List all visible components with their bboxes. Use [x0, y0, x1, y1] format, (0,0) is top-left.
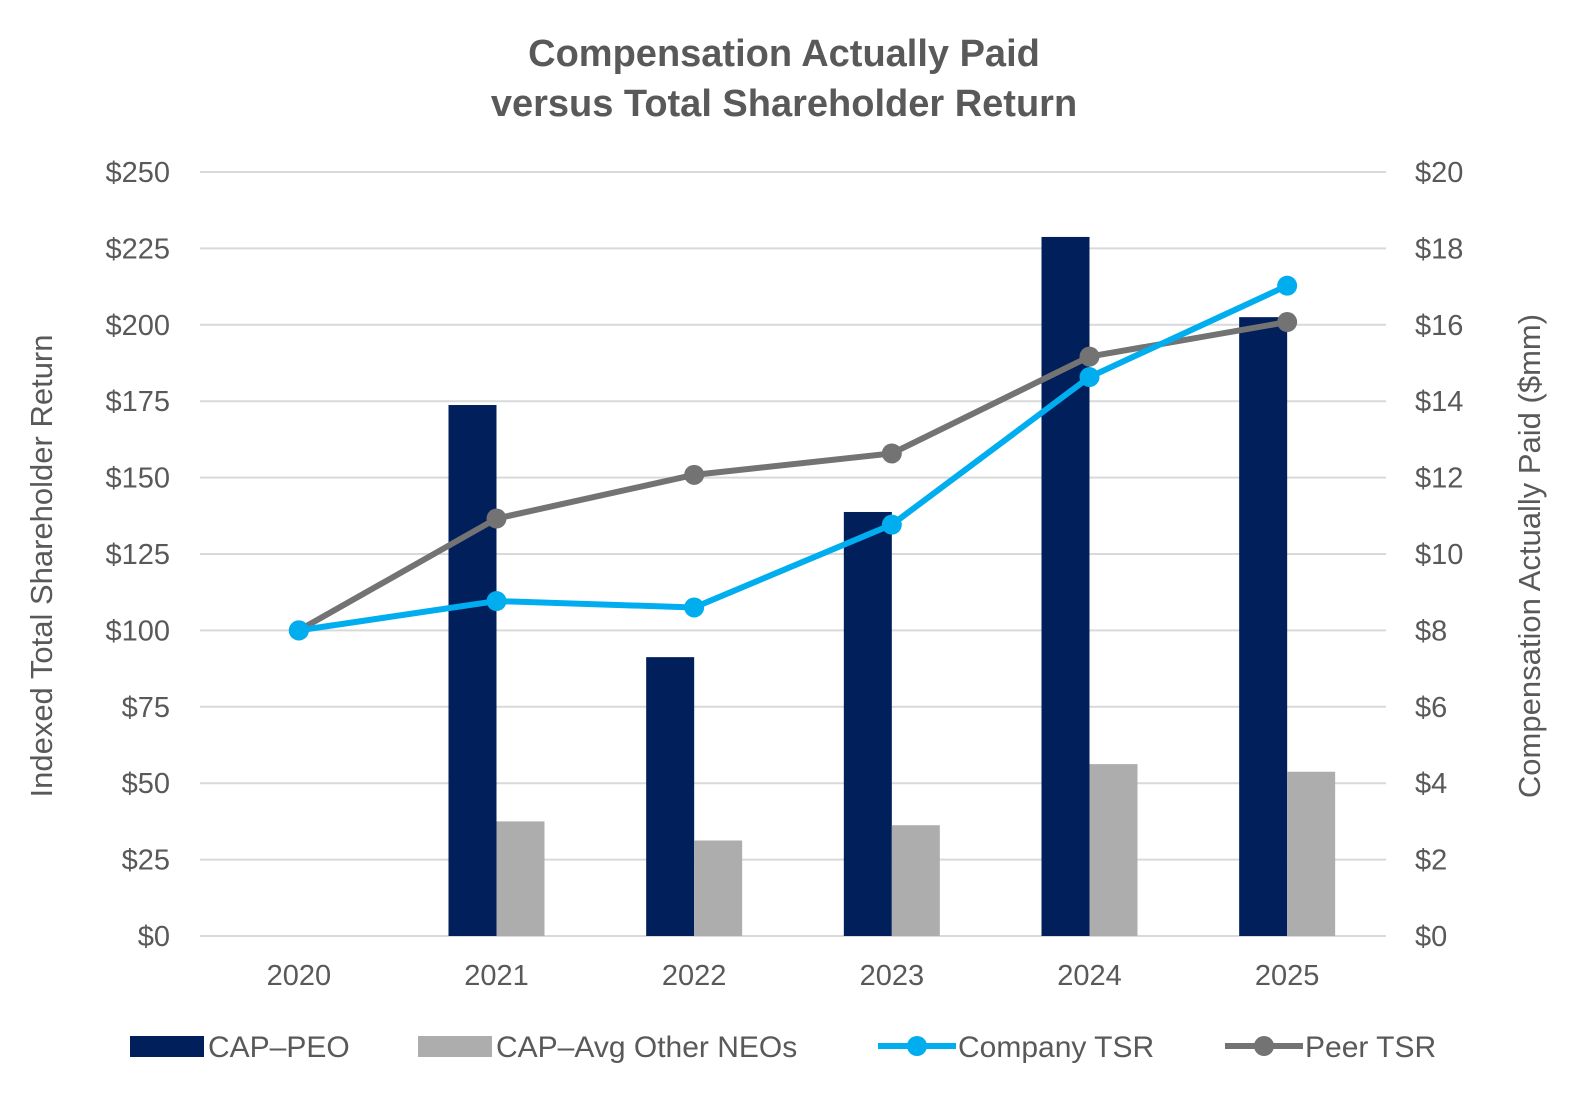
right-tick-label: $8: [1415, 615, 1447, 647]
right-axis-label: Compensation Actually Paid ($mm): [1512, 314, 1547, 798]
point-peer-tsr: [684, 464, 705, 485]
left-tick-label: $225: [105, 233, 170, 265]
x-tick-label: 2021: [464, 960, 529, 992]
left-tick-label: $175: [105, 386, 170, 418]
point-peer-tsr: [1079, 346, 1100, 367]
left-tick-label: $50: [122, 768, 170, 800]
x-axis-ticks: 2020 2021 2022 2023 2024 2025: [267, 960, 1320, 992]
point-peer-tsr: [881, 443, 902, 464]
x-tick-label: 2025: [1255, 960, 1320, 992]
legend-label: Peer TSR: [1305, 1031, 1436, 1064]
left-tick-label: $100: [105, 615, 170, 647]
x-tick-label: 2024: [1057, 960, 1122, 992]
right-tick-label: $12: [1415, 463, 1463, 495]
left-axis-ticks: $0 $25 $50 $75 $100 $125 $150 $175 $200 $225 $250: [105, 157, 170, 953]
bar-cap-avg-neos: [891, 825, 940, 936]
gridlines: [200, 171, 1386, 937]
legend-label: CAP–PEO: [208, 1031, 350, 1064]
right-tick-label: $2: [1415, 845, 1447, 877]
right-tick-label: $6: [1415, 692, 1447, 724]
line-peer-tsr: [297, 319, 1288, 634]
line-company-tsr: [298, 282, 1289, 634]
legend-label: Company TSR: [958, 1031, 1154, 1064]
bar-cap-avg-neos: [1089, 764, 1138, 936]
left-tick-label: $150: [105, 463, 170, 495]
bar-cap-avg-neos: [694, 840, 743, 936]
right-tick-label: $10: [1415, 539, 1463, 571]
bar-cap-peo: [843, 511, 892, 936]
left-tick-label: $75: [122, 692, 170, 724]
point-company-tsr: [1079, 367, 1100, 388]
legend: CAP–PEO CAP–Avg Other NEOs Company TSR Peer…: [130, 1031, 1436, 1064]
right-tick-label: $4: [1415, 768, 1447, 800]
bar-cap-avg-neos: [496, 821, 545, 936]
right-tick-label: $20: [1415, 157, 1463, 189]
right-tick-label: $18: [1415, 233, 1463, 265]
legend-swatch: [130, 1036, 204, 1057]
lines: [288, 275, 1298, 641]
x-tick-label: 2023: [860, 960, 925, 992]
point-company-tsr: [486, 591, 507, 612]
left-axis-label: Indexed Total Shareholder Return: [24, 334, 59, 797]
chart-title-line-1: Compensation Actually Paid: [528, 33, 1040, 75]
bar-cap-peo: [646, 657, 695, 936]
point-peer-tsr: [486, 508, 507, 529]
left-tick-label: $250: [105, 157, 170, 189]
bar-cap-peo: [1041, 236, 1090, 936]
left-tick-label: $25: [122, 845, 170, 877]
legend-marker: [1254, 1036, 1274, 1056]
point-peer-tsr: [1277, 312, 1298, 333]
point-company-tsr: [881, 514, 902, 535]
right-axis-ticks: $0 $2 $4 $6 $8 $10 $12 $14 $16 $18 $20: [1415, 157, 1463, 953]
point-company-tsr: [684, 597, 705, 618]
bar-cap-peo: [448, 405, 497, 936]
bars: [448, 236, 1336, 936]
left-tick-label: $200: [105, 310, 170, 342]
right-tick-label: $14: [1415, 386, 1463, 418]
x-tick-label: 2022: [662, 960, 727, 992]
chart-title-line-2: versus Total Shareholder Return: [491, 83, 1077, 125]
point-company-tsr: [1277, 275, 1298, 296]
left-tick-label: $125: [105, 539, 170, 571]
bar-cap-peo: [1239, 317, 1288, 936]
legend-marker: [907, 1036, 927, 1056]
x-tick-label: 2020: [267, 960, 332, 992]
legend-label: CAP–Avg Other NEOs: [496, 1031, 797, 1064]
point-company-tsr: [288, 620, 309, 641]
right-tick-label: $0: [1415, 921, 1447, 953]
legend-swatch: [418, 1036, 492, 1057]
right-tick-label: $16: [1415, 310, 1463, 342]
bar-cap-avg-neos: [1287, 771, 1336, 936]
left-tick-label: $0: [138, 921, 170, 953]
